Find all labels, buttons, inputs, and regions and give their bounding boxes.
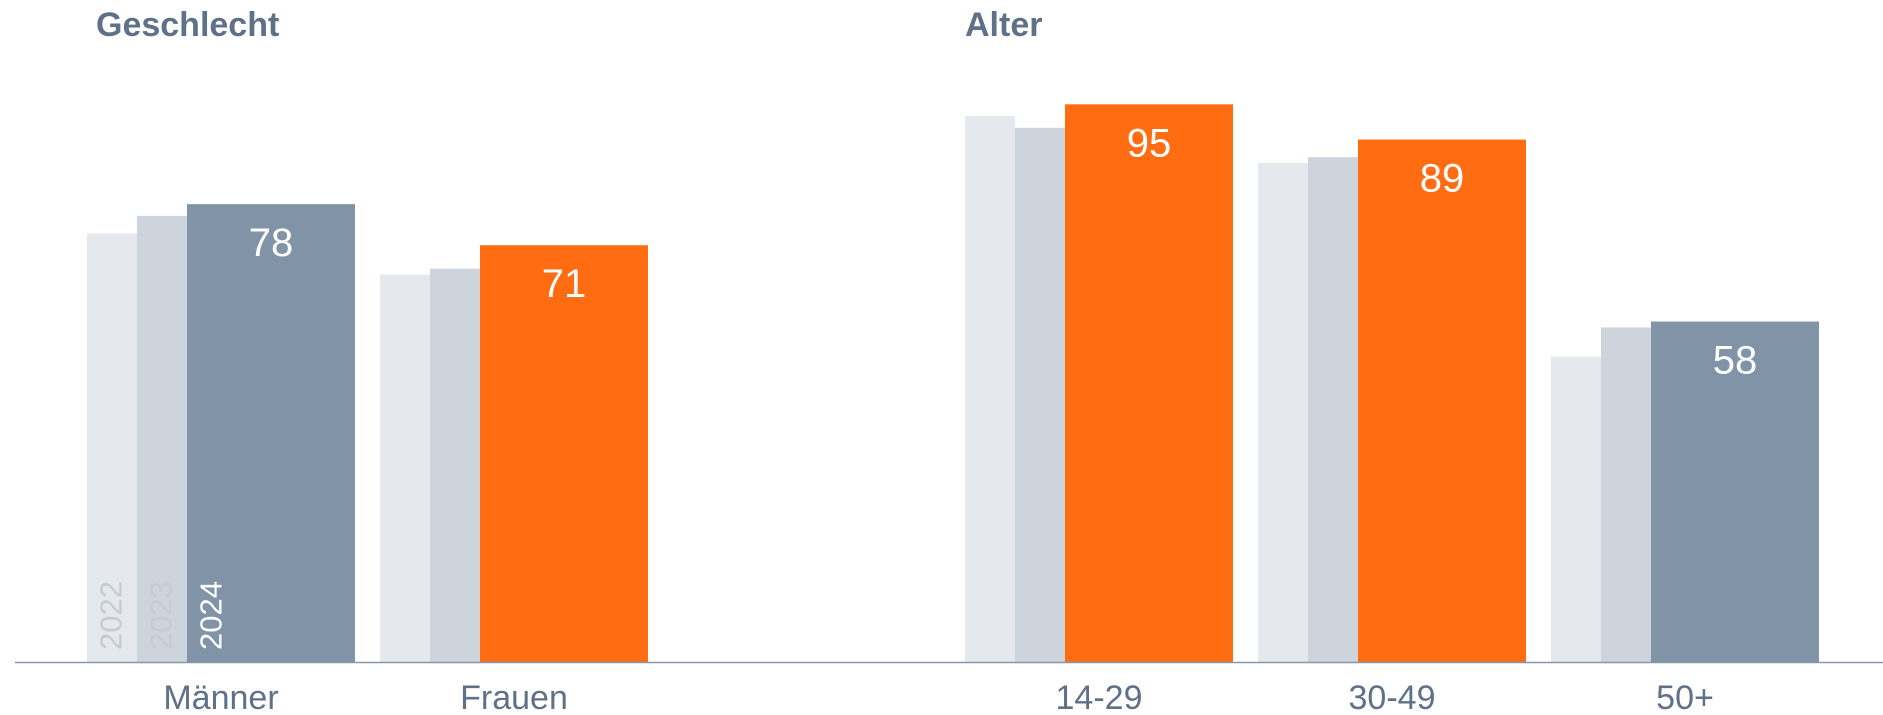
bar-2024-30-49	[1358, 139, 1526, 662]
bar-2023-30-49	[1308, 157, 1358, 662]
panel-title-geschlecht: Geschlecht	[96, 6, 280, 44]
data-label-frauen: 71	[542, 262, 587, 306]
category-label-50: 50+	[1656, 679, 1714, 715]
data-label-maenner: 78	[249, 221, 294, 265]
year-label-2022: 2022	[94, 581, 129, 650]
category-label-frauen: Frauen	[460, 679, 568, 715]
data-label-50: 58	[1713, 339, 1758, 383]
bar-2023-frauen	[430, 268, 480, 662]
data-label-14-29: 95	[1127, 121, 1172, 165]
data-label-30-49: 89	[1420, 157, 1465, 201]
category-label-14-29: 14-29	[1056, 679, 1143, 715]
bar-2023-14-29	[1015, 127, 1065, 662]
category-label-30-49: 30-49	[1349, 679, 1436, 715]
bar-2024-14-29	[1065, 104, 1233, 663]
bar-2022-50	[1551, 356, 1601, 662]
bar-2022-frauen	[380, 274, 430, 662]
bar-2022-14-29	[965, 116, 1015, 663]
bar-2023-maenner	[137, 215, 187, 662]
bar-2022-30-49	[1258, 163, 1308, 663]
bar-2024-50	[1651, 321, 1819, 662]
year-label-2024: 2024	[194, 581, 229, 650]
panel-title-alter: Alter	[965, 6, 1043, 44]
bar-2022-maenner	[87, 233, 137, 663]
year-label-2023: 2023	[144, 581, 179, 650]
bar-2023-50	[1601, 327, 1651, 662]
bar-2024-frauen	[480, 245, 648, 663]
bar-2024-maenner	[187, 204, 355, 662]
category-label-maenner: Männer	[163, 679, 278, 715]
